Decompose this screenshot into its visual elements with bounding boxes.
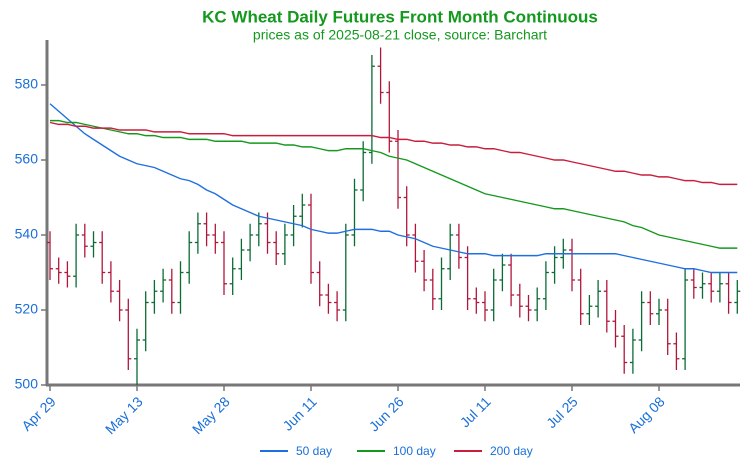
ma-line (50, 119, 738, 249)
x-tick-label: Jun 26 (366, 393, 407, 434)
x-tick-label: Jul 25 (543, 393, 581, 431)
x-tick-label: Jun 11 (279, 393, 319, 433)
ma-line (49, 103, 738, 274)
y-tick-label: 500 (15, 376, 39, 392)
y-tick-label: 560 (15, 151, 39, 167)
y-tick-label: 580 (15, 76, 39, 92)
y-tick-label: 540 (15, 226, 39, 242)
legend-label: 50 day (296, 444, 332, 458)
ma-line (49, 121, 738, 186)
x-tick-label: May 13 (102, 393, 146, 437)
x-tick-label: May 28 (189, 393, 233, 437)
x-tick-label: Aug 08 (625, 393, 668, 436)
legend-label: 100 day (393, 444, 436, 458)
y-tick-label: 520 (15, 301, 39, 317)
x-tick-label: Apr 29 (18, 393, 59, 434)
chart-subtitle: prices as of 2025-08-21 close, source: B… (253, 27, 547, 43)
legend-label: 200 day (490, 444, 533, 458)
chart-title: KC Wheat Daily Futures Front Month Conti… (202, 7, 598, 26)
x-tick-label: Jul 11 (457, 393, 494, 430)
